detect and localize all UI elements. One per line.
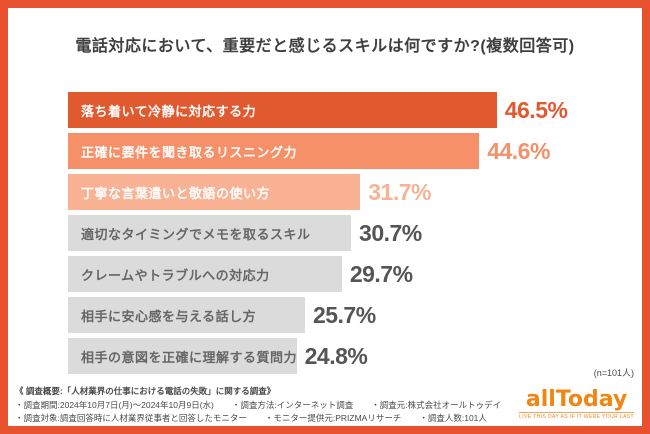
bar-value-label: 25.7%	[312, 301, 376, 328]
bar-category-label: 相手に安心感を与える話し方	[81, 308, 257, 324]
bar-row: 相手の意図を正確に理解する質問力 24.8%	[68, 338, 567, 374]
alltoday-logo-tagline: LIVE THIS DAY AS IF IT WERE YOUR LAST	[519, 412, 634, 420]
bar: 適切なタイミングでメモを取るスキル	[68, 215, 352, 251]
bar-chart: 落ち着いて冷静に対応する力 46.5% 正確に要件を聞き取るリスニング力 44.6% 丁…	[68, 92, 568, 379]
bar-value-label: 24.8%	[304, 342, 368, 369]
survey-overview: 《 調査概要:「人材業界の仕事における電話の失敗」に関する調査》	[15, 386, 276, 396]
bar-row: 丁寧な言葉遣いと敬語の使い方 31.7%	[68, 174, 567, 210]
bar-category-label: 適切なタイミングでメモを取るスキル	[81, 226, 311, 242]
bar-value-label: 46.5%	[504, 96, 568, 123]
survey-footer: 《 調査概要:「人材業界の仕事における電話の失敗」に関する調査》 ・調査期間:2…	[15, 385, 525, 426]
chart-title: 電話対応において、重要だと感じるスキルは何ですか?(複数回答可)	[75, 38, 575, 55]
bar-value-label: 30.7%	[359, 219, 422, 246]
bar-row: 落ち着いて冷静に対応する力 46.5%	[68, 92, 568, 128]
bar: 丁寧な言葉遣いと敬語の使い方	[68, 174, 361, 210]
survey-respondents: ・調査人数:101人	[419, 413, 487, 423]
bar-category-label: 正確に要件を聞き取るリスニング力	[81, 144, 298, 160]
bar-value-label: 29.7%	[349, 260, 413, 287]
bar-row: 正確に要件を聞き取るリスニング力 44.6%	[68, 133, 567, 169]
bar-category-label: 相手の意図を正確に理解する質問力	[81, 349, 298, 365]
bar-category-label: 落ち着いて冷静に対応する力	[81, 103, 257, 119]
survey-detail-line: ・調査対象:調査回答時に人材業界従事者と回答したモニター ・モニター提供元:PR…	[15, 412, 525, 426]
bar: 正確に要件を聞き取るリスニング力	[68, 133, 480, 169]
bar: 相手に安心感を与える話し方	[68, 297, 305, 333]
survey-method: ・調査方法:インターネット調査	[231, 399, 354, 410]
alltoday-logo: allToday LIVE THIS DAY AS IF IT WERE YOU…	[519, 389, 634, 420]
survey-monitor-provider: ・モニター提供元:PRIZMAリサーチ	[264, 413, 402, 423]
sample-size-note: (n=101人)	[593, 368, 634, 378]
survey-detail-line: ・調査期間:2024年10月7日(月)〜2024年10月9日(水) ・調査方法:…	[15, 399, 525, 413]
bar-value-label: 44.6%	[487, 137, 550, 164]
bar-category-label: クレームやトラブルへの対応力	[81, 267, 270, 283]
bar: クレームやトラブルへの対応力	[68, 256, 342, 292]
bar-row: 相手に安心感を与える話し方 25.7%	[68, 297, 567, 333]
alltoday-logo-text: allToday	[525, 387, 628, 412]
bar: 相手の意図を正確に理解する質問力	[68, 338, 297, 374]
bar-value-label: 31.7%	[368, 178, 431, 205]
bar: 落ち着いて冷静に対応する力	[68, 92, 497, 128]
bar-row: 適切なタイミングでメモを取るスキル 30.7%	[68, 215, 567, 251]
bar-row: クレームやトラブルへの対応力 29.7%	[68, 256, 567, 292]
survey-source: ・調査元:株式会社オールトゥデイ	[371, 399, 502, 410]
survey-period: ・調査期間:2024年10月7日(月)〜2024年10月9日(水)	[15, 399, 214, 410]
survey-target: ・調査対象:調査回答時に人材業界従事者と回答したモニター	[15, 413, 247, 423]
bar-category-label: 丁寧な言葉遣いと敬語の使い方	[81, 185, 271, 201]
